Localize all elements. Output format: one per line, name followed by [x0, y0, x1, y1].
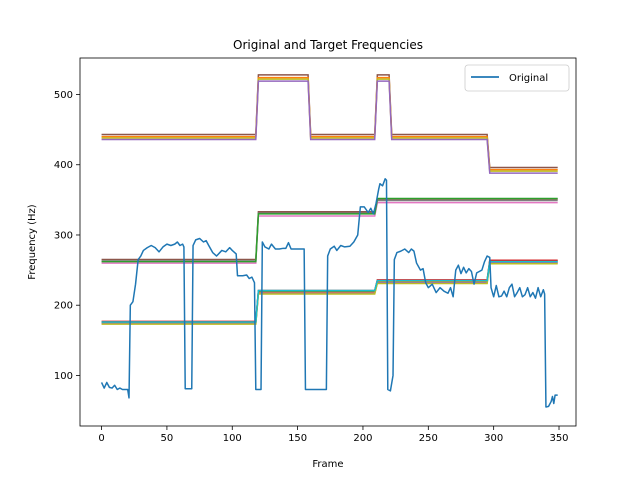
x-tick-label: 100	[223, 433, 242, 444]
plot-frame	[79, 57, 577, 427]
y-tick-label: 400	[54, 160, 73, 171]
target-series-group	[101, 74, 558, 325]
chart-title: Original and Target Frequencies	[233, 38, 423, 52]
x-axis: 0 50 100 150 200 250 300 350	[98, 426, 569, 444]
y-tick-label: 100	[54, 371, 73, 382]
legend: Original	[464, 64, 570, 92]
x-tick-label: 250	[419, 433, 438, 444]
x-tick-label: 200	[353, 433, 372, 444]
x-axis-label: Frame	[312, 459, 343, 470]
x-tick-label: 350	[549, 433, 568, 444]
legend-label-original: Original	[509, 73, 548, 84]
target-series-line-14	[101, 80, 558, 174]
y-tick-label: 200	[54, 301, 73, 312]
legend-box	[464, 64, 570, 92]
original-series-line	[100, 178, 558, 408]
target-series-line-8	[101, 201, 558, 264]
x-tick-label: 300	[484, 433, 503, 444]
x-tick-label: 50	[161, 433, 174, 444]
x-tick-label: 0	[98, 433, 104, 444]
original-series-group	[100, 178, 558, 408]
y-tick-label: 500	[54, 90, 73, 101]
y-tick-label: 300	[54, 230, 73, 241]
x-tick-label: 150	[288, 433, 307, 444]
target-series-line-10	[101, 197, 558, 263]
y-axis: 100 200 300 400 500	[54, 90, 80, 382]
y-axis-label: Frequency (Hz)	[27, 204, 38, 280]
target-series-line-6	[101, 260, 558, 323]
